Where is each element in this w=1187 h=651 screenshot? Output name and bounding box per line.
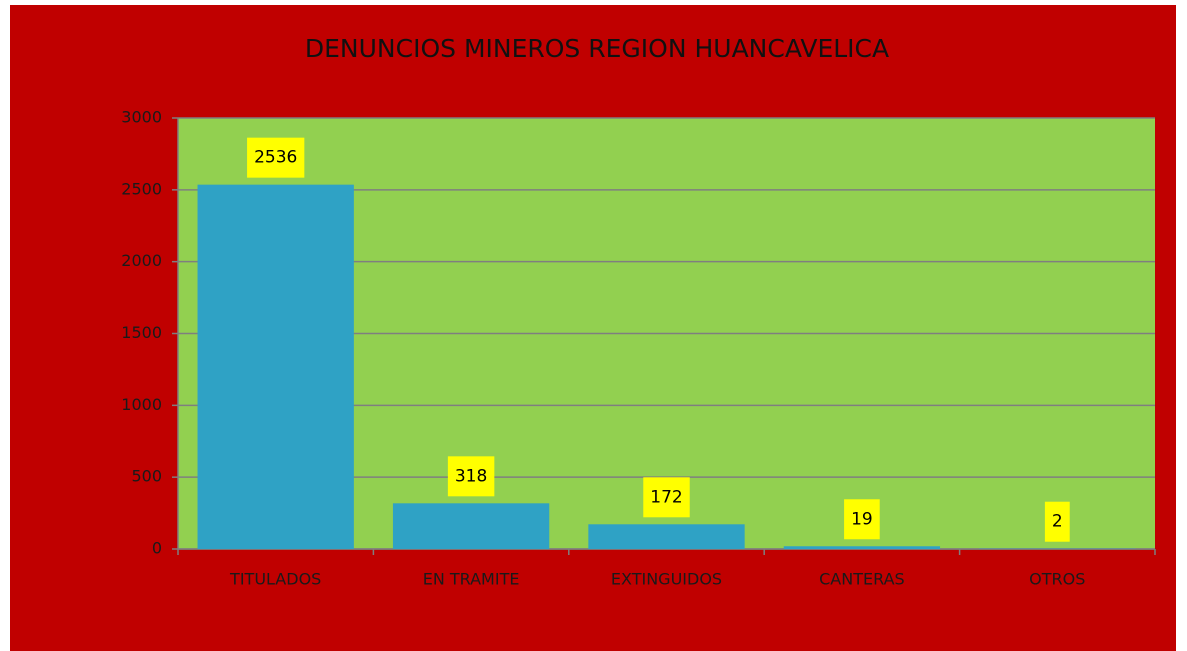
x-tick-label: CANTERAS <box>819 570 905 589</box>
x-tick-label: EN TRAMITE <box>423 570 520 589</box>
data-label: 318 <box>455 466 487 486</box>
bar <box>588 524 745 549</box>
x-tick-label: TITULADOS <box>229 570 321 589</box>
data-label: 19 <box>851 509 873 529</box>
bar <box>392 503 550 549</box>
y-tick-label: 1500 <box>121 323 162 342</box>
y-tick-label: 0 <box>152 539 162 558</box>
bar <box>783 546 941 549</box>
data-label-background <box>1044 501 1070 542</box>
y-tick-label: 2000 <box>121 251 162 270</box>
data-label: 2536 <box>254 148 297 168</box>
data-label-background <box>643 477 690 518</box>
data-label-background <box>247 137 305 178</box>
y-tick-label: 500 <box>131 467 162 486</box>
bar <box>197 184 354 550</box>
data-label: 2 <box>1052 512 1063 532</box>
y-tick-label: 1000 <box>121 395 162 414</box>
data-label: 172 <box>650 487 682 507</box>
x-tick-label: EXTINGUIDOS <box>611 570 722 589</box>
y-tick-label: 2500 <box>121 179 162 198</box>
x-tick-label: OTROS <box>1029 570 1085 589</box>
data-label-background <box>844 499 880 540</box>
chart-title: DENUNCIOS MINEROS REGION HUANCAVELICA <box>305 34 889 63</box>
data-label-background <box>447 456 495 497</box>
y-tick-label: 3000 <box>121 108 162 127</box>
